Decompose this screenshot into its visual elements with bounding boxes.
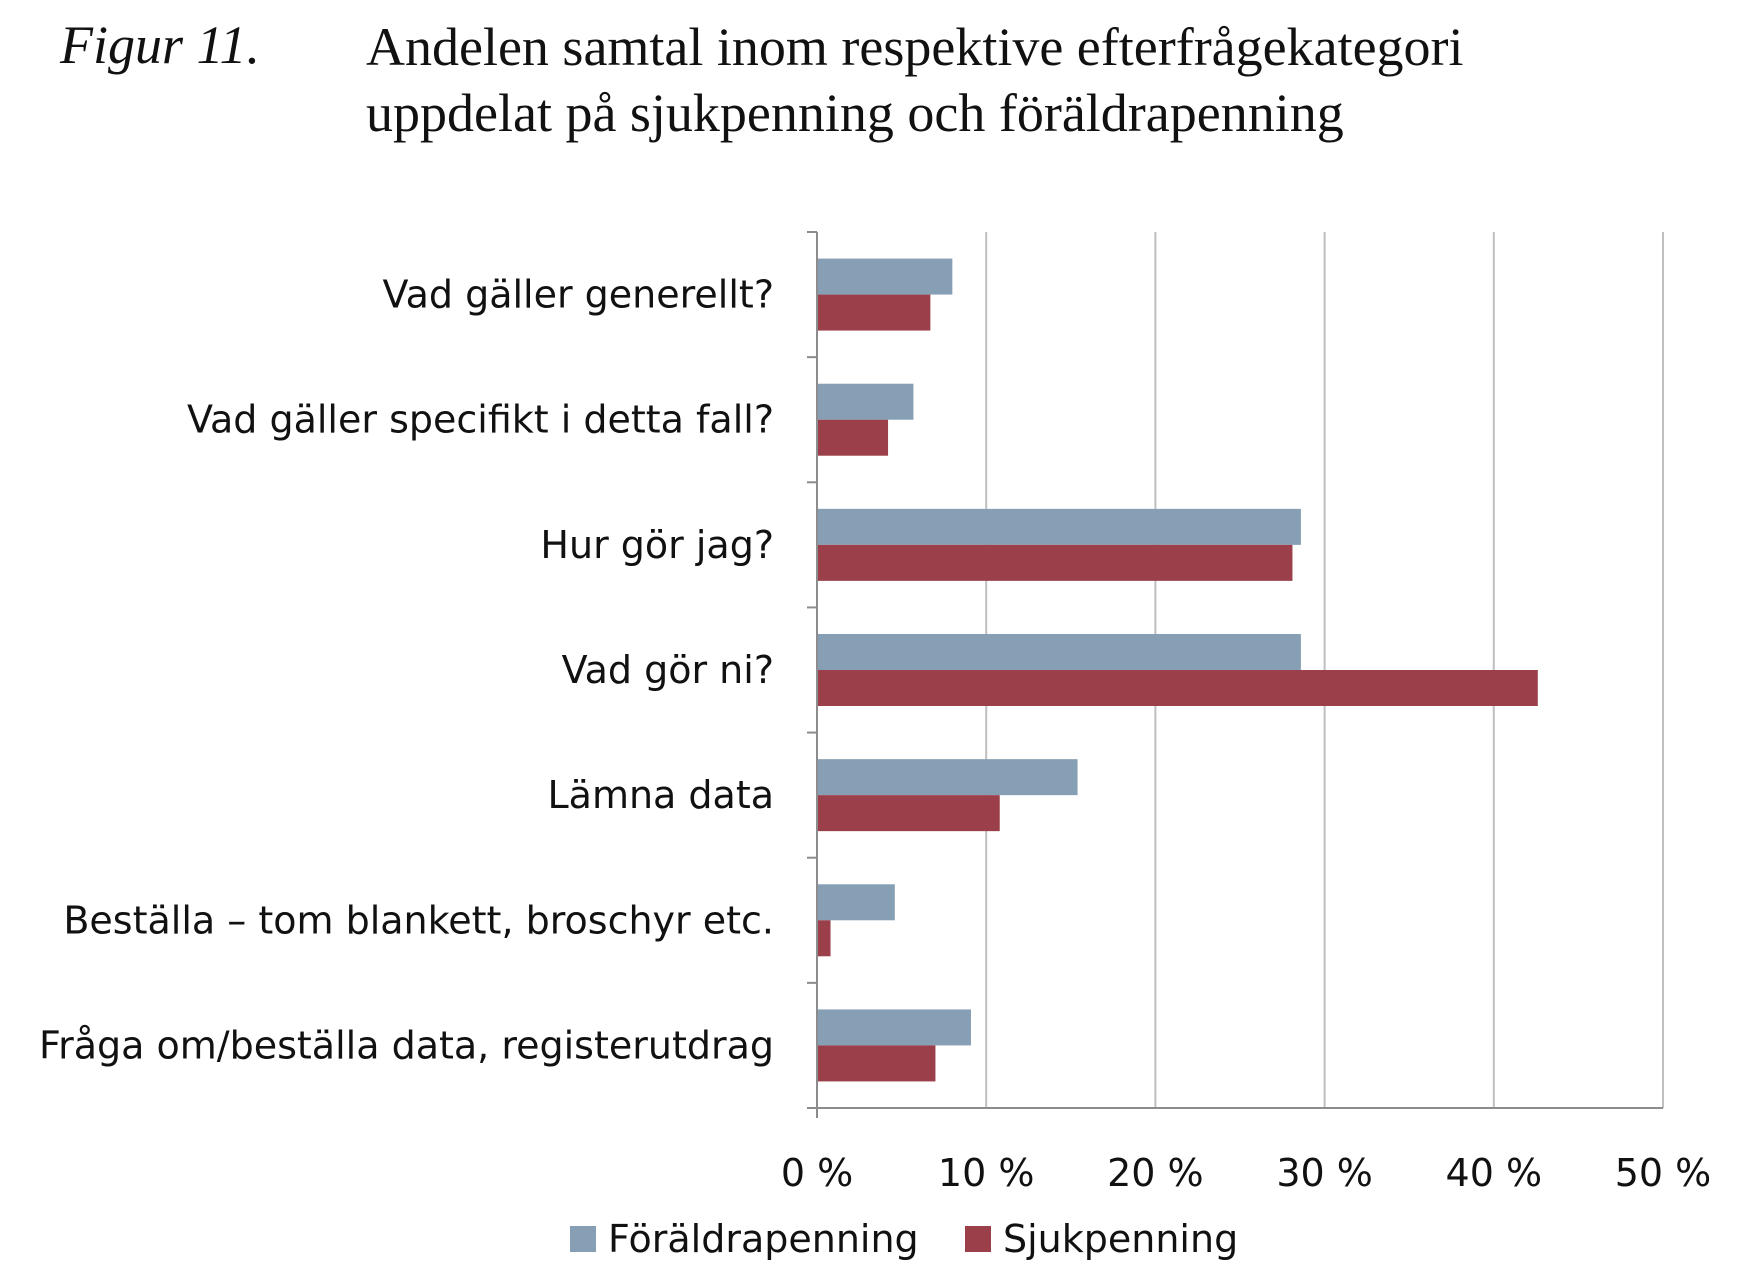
- x-tick-labels: 0 % 10 % 20 % 30 % 40 % 50 %: [781, 1151, 1711, 1195]
- legend: Föräldrapenning Sjukpenning: [570, 1217, 1238, 1261]
- figure-label: Figur 11.: [60, 15, 260, 75]
- x-tick-label: 40 %: [1446, 1151, 1543, 1195]
- bar: [817, 508, 1301, 545]
- bar: [817, 920, 831, 957]
- bar: [817, 795, 1000, 832]
- category-labels: Vad gäller generellt? Vad gäller specifik…: [39, 273, 774, 1068]
- bar: [817, 544, 1293, 581]
- figure-heading: Figur 11. Andelen samtal inom respektive…: [0, 0, 1748, 180]
- bar: [817, 1045, 936, 1082]
- x-tick-label: 0 %: [781, 1151, 853, 1195]
- legend-label: Föräldrapenning: [608, 1217, 919, 1261]
- x-tick-label: 10 %: [938, 1151, 1035, 1195]
- axes: [807, 231, 1663, 1118]
- bar: [817, 294, 931, 331]
- figure-title-line-1: Andelen samtal inom respektive efterfråg…: [366, 17, 1464, 77]
- x-tick-label: 20 %: [1107, 1151, 1204, 1195]
- bar: [817, 383, 914, 420]
- bar-series: [817, 258, 1538, 1082]
- category-label: Vad gäller generellt?: [383, 273, 774, 317]
- category-label: Vad gör ni?: [562, 648, 774, 692]
- bar: [817, 1009, 971, 1046]
- bar: [817, 884, 895, 921]
- category-label: Fråga om/beställa data, registerutdrag: [39, 1023, 774, 1067]
- legend-swatch: [965, 1226, 991, 1252]
- category-label: Hur gör jag?: [540, 523, 774, 567]
- bar: [817, 419, 889, 456]
- legend-swatch: [570, 1226, 596, 1252]
- category-label: Lämna data: [547, 773, 774, 817]
- category-label: Beställa – tom blankett, broschyr etc.: [63, 898, 774, 942]
- bar: [817, 634, 1301, 670]
- bar: [817, 759, 1078, 796]
- bar: [817, 670, 1538, 706]
- figure-title: Andelen samtal inom respektive efterfråg…: [366, 14, 1666, 146]
- bar: [817, 258, 953, 295]
- figure-title-line-2: uppdelat på sjukpenning och föräldrapenn…: [366, 83, 1344, 143]
- x-tick-label: 30 %: [1276, 1151, 1373, 1195]
- x-tick-label: 50 %: [1615, 1151, 1712, 1195]
- category-label: Vad gäller specifikt i detta fall?: [187, 398, 774, 442]
- legend-label: Sjukpenning: [1003, 1217, 1238, 1261]
